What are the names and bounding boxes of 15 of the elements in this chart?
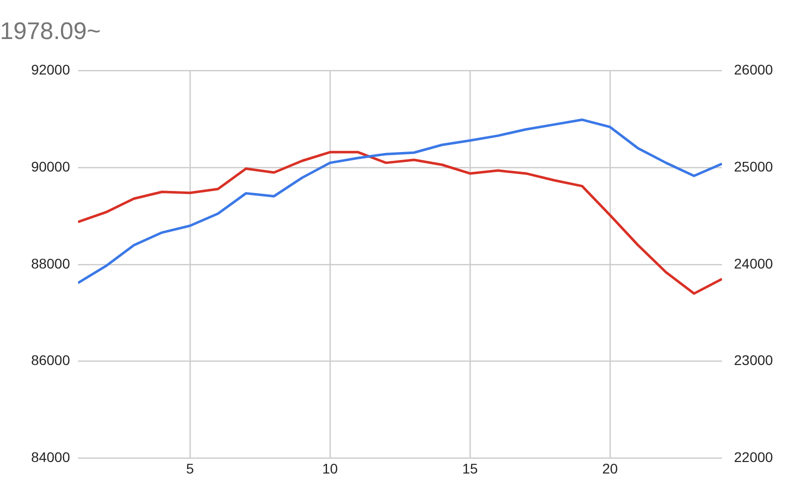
y-tick-label: 92000 — [31, 62, 70, 78]
y-tick-label: 86000 — [31, 352, 70, 368]
y2-tick-label: 25000 — [734, 158, 774, 175]
x-tick-label: 20 — [602, 460, 618, 476]
x-tick-label: 15 — [462, 460, 478, 476]
y2-tick-label: 26000 — [734, 62, 774, 78]
y-tick-label: 88000 — [31, 255, 70, 272]
chart-title: 1978.09~ — [0, 18, 101, 46]
x-tick-label: 5 — [186, 460, 194, 476]
y-tick-label: 84000 — [31, 449, 70, 466]
y2-tick-label: 23000 — [734, 352, 774, 368]
y2-tick-label: 24000 — [734, 255, 774, 272]
x-tick-label: 10 — [322, 460, 338, 476]
y-tick-label: 90000 — [31, 158, 70, 175]
y2-tick-label: 22000 — [734, 449, 774, 466]
